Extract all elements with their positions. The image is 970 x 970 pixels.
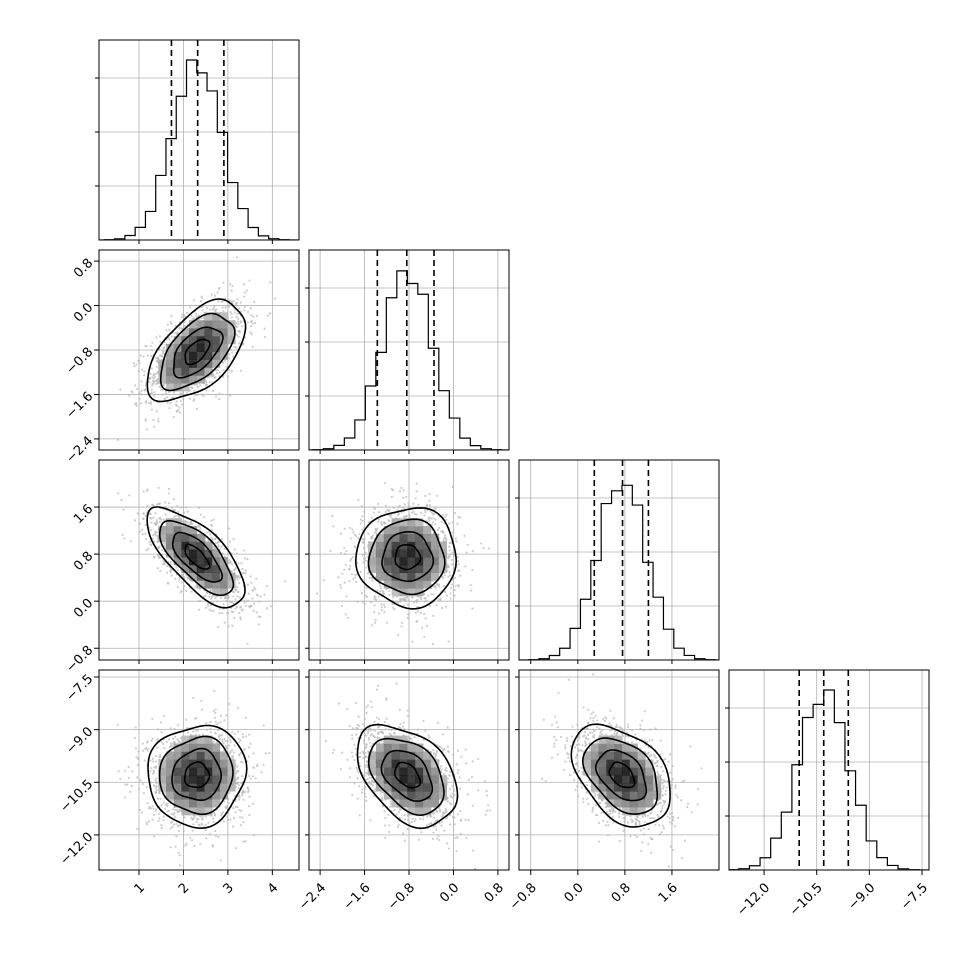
axes-frame [518, 459, 720, 661]
y-tick-label: −2.4 [63, 434, 96, 467]
contour-line [172, 326, 224, 379]
x-tick-label: −12.0 [734, 880, 773, 919]
y-tick-label: −7.5 [63, 672, 96, 705]
scatter-panel [98, 459, 300, 664]
contour-line [158, 735, 234, 816]
x-tick-label: 4 [265, 880, 281, 896]
x-tick-label: 1 [132, 880, 148, 896]
histogram-line [519, 484, 719, 660]
contour-line [184, 338, 211, 366]
contour-line [367, 737, 445, 817]
y-tick-label: −1.6 [63, 389, 96, 422]
contour-line [380, 749, 434, 802]
contour-line [381, 530, 435, 583]
y-tick-label: 0.8 [71, 549, 96, 574]
y-tick-label: 1.6 [71, 502, 96, 527]
x-tick-label: 0.8 [609, 880, 634, 905]
contour-line [367, 518, 446, 596]
histogram-line [309, 270, 509, 450]
scatter-panel [515, 669, 720, 871]
contour-line [159, 312, 236, 392]
contour-line [171, 747, 223, 802]
y-tick-label: −0.8 [63, 643, 96, 676]
contour-line [595, 749, 648, 802]
axes-frame [518, 669, 720, 871]
x-tick-label: 2 [176, 880, 192, 896]
x-tick-label: −2.4 [296, 880, 329, 913]
x-tick-label: −7.5 [898, 880, 931, 913]
histogram-panel [728, 669, 930, 871]
contour-line [356, 723, 459, 830]
contour-line [183, 761, 211, 789]
contour-line [184, 543, 211, 570]
contour-line [159, 519, 235, 597]
x-tick-label: 0.0 [562, 880, 587, 905]
histogram-line [729, 689, 929, 870]
x-tick-label: 0.8 [482, 880, 507, 905]
scatter-panel [305, 669, 510, 871]
axes-frame [98, 39, 300, 241]
histogram-panel [98, 39, 300, 241]
scatter-panel [98, 249, 300, 454]
y-tick-label: 0.0 [71, 300, 96, 325]
contour-line [146, 298, 247, 403]
x-tick-label: 0.0 [437, 880, 462, 905]
histogram-line [99, 59, 299, 240]
contour-line [147, 724, 248, 830]
contour-line [608, 761, 636, 789]
x-tick-label: −10.5 [787, 880, 826, 919]
y-tick-label: −12.0 [58, 830, 97, 869]
contour-line [393, 761, 422, 789]
scatter-panel [98, 669, 300, 871]
contour-line [582, 737, 659, 815]
histogram-panel [308, 249, 510, 451]
x-tick-label: −0.8 [507, 880, 540, 913]
scatter-panel [305, 459, 510, 664]
x-tick-label: −1.6 [341, 880, 374, 913]
axes-frame [728, 669, 930, 871]
y-tick-label: 0.8 [71, 256, 96, 281]
y-tick-label: −9.0 [63, 724, 96, 757]
contour-line [171, 531, 224, 583]
y-tick-label: 0.0 [71, 596, 96, 621]
contour-line [146, 506, 246, 609]
contour-line [570, 723, 671, 828]
contour-line [354, 507, 458, 610]
x-tick-label: −9.0 [845, 880, 878, 913]
y-tick-label: −10.5 [58, 777, 97, 816]
x-tick-label: 3 [220, 880, 236, 896]
axes-frame [98, 459, 300, 661]
axes-frame [98, 669, 300, 871]
contour-line [394, 544, 422, 571]
y-tick-label: −0.8 [63, 345, 96, 378]
x-tick-label: 1.6 [656, 880, 681, 905]
histogram-panel [518, 459, 720, 661]
x-tick-label: −0.8 [385, 880, 418, 913]
